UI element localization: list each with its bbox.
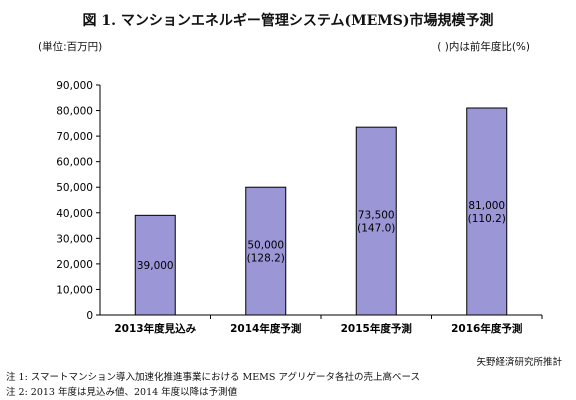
bars: 39,000 50,000(128.2) 73,500(147.0) 81,000(1… [134, 107, 508, 316]
x-tick-label: 2013年度見込み [114, 322, 196, 335]
y-tick-label: 70,000 [56, 131, 93, 143]
bar-data-label: 39,000 [137, 260, 174, 272]
footnote-1: 注 1: スマートマンション導入加速化推進事業における MEMS アグリゲータ各… [6, 372, 420, 383]
x-tick-label: 2014年度予測 [230, 322, 301, 335]
bar [134, 214, 176, 316]
bar-data-label: (128.2) [247, 253, 285, 265]
y-tick-label: 30,000 [56, 233, 93, 245]
y-tick-label: 0 [86, 310, 93, 322]
unit-label: (単位:百万円) [38, 41, 103, 53]
yoy-note-label: ( )内は前年度比(%) [437, 41, 530, 53]
y-tick-label: 50,000 [56, 182, 93, 194]
y-tick-label: 10,000 [56, 284, 93, 296]
bar [466, 107, 508, 316]
x-tick-label: 2015年度予測 [341, 322, 412, 335]
bar [355, 126, 397, 316]
y-tick-label: 80,000 [56, 106, 93, 118]
bar [245, 186, 287, 316]
bar-data-label: 50,000 [247, 240, 284, 252]
y-tick-label: 90,000 [56, 80, 93, 92]
bar-data-label: (110.2) [468, 213, 506, 225]
y-tick-label: 40,000 [56, 208, 93, 220]
x-axis-labels: 2013年度見込み 2014年度予測 2015年度予測 2016年度予測 [114, 315, 543, 335]
y-axis-ticks: 0 10,000 20,000 30,000 40,000 50,000 60,000 70,… [56, 80, 100, 322]
bar-data-label: 73,500 [358, 210, 395, 222]
y-tick-label: 60,000 [56, 157, 93, 169]
bar-data-label: 81,000 [468, 200, 505, 212]
bar-data-label: (147.0) [357, 223, 395, 235]
x-tick-label: 2016年度予測 [451, 322, 522, 335]
footnote-2: 注 2: 2013 年度は見込み値、2014 年度以降は予測値 [6, 387, 238, 398]
source-credit: 矢野経済研究所推計 [476, 357, 562, 368]
y-tick-label: 20,000 [56, 259, 93, 271]
chart-title: 図 1. マンションエネルギー管理システム(MEMS)市場規模予測 [82, 13, 494, 29]
